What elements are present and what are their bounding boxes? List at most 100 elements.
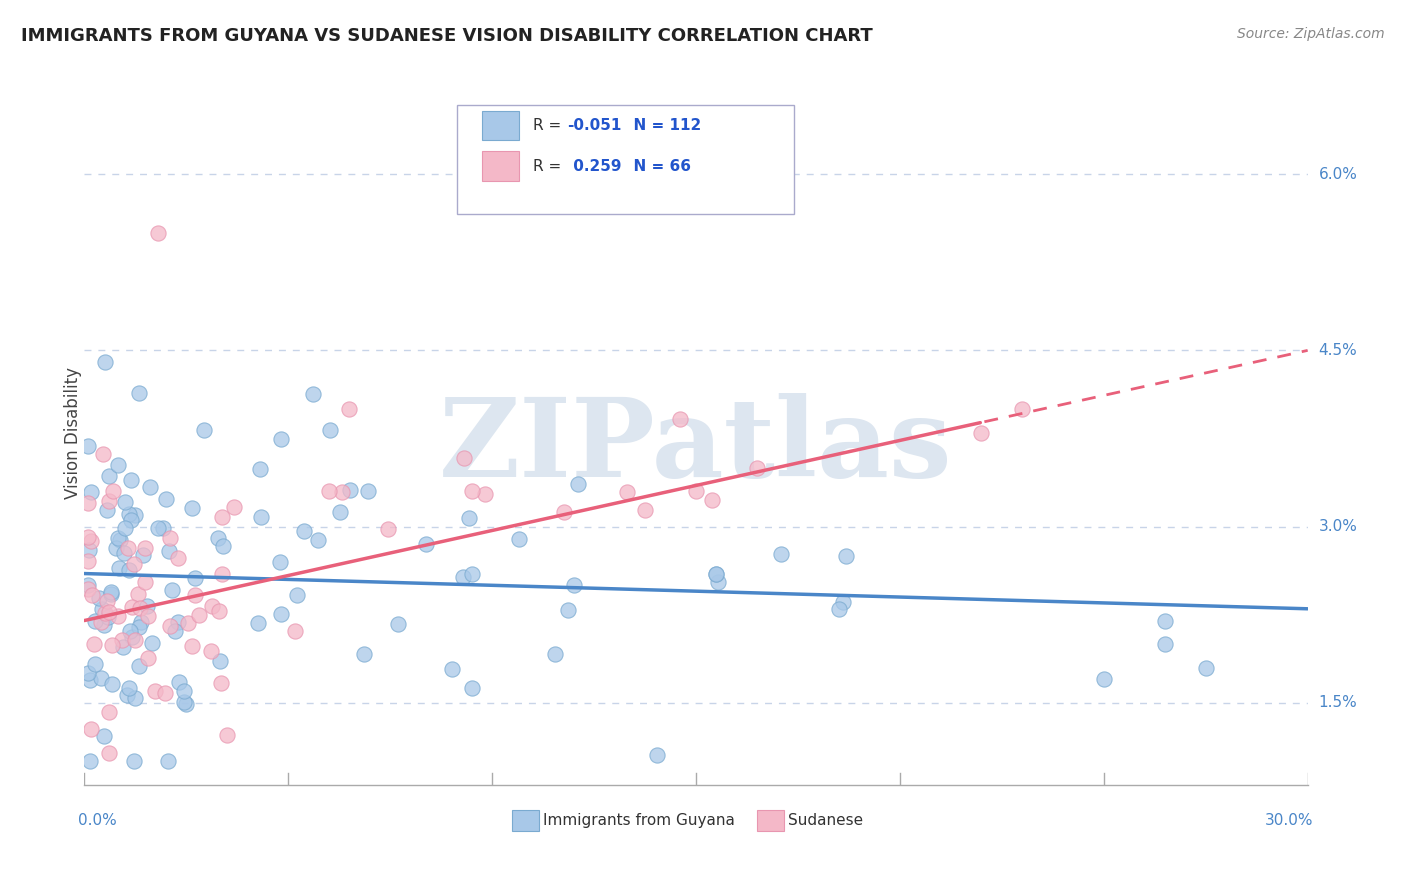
Point xyxy=(706,575,728,590)
Point xyxy=(177,616,200,631)
Point xyxy=(211,566,233,581)
Point xyxy=(217,729,239,743)
Point xyxy=(180,639,202,653)
Point xyxy=(835,549,858,564)
Point xyxy=(167,675,190,690)
Point xyxy=(79,542,101,557)
Point xyxy=(167,551,190,566)
Point xyxy=(120,513,142,527)
Point xyxy=(357,483,380,498)
FancyBboxPatch shape xyxy=(482,111,519,140)
Point xyxy=(98,746,121,760)
Point xyxy=(97,493,120,508)
Point xyxy=(115,689,138,703)
Point xyxy=(79,673,101,687)
Point xyxy=(79,755,101,769)
Point xyxy=(769,547,792,561)
Point xyxy=(90,671,112,685)
Point xyxy=(330,485,353,500)
Text: 0.259: 0.259 xyxy=(568,159,621,174)
Point xyxy=(122,755,145,769)
Point xyxy=(107,531,129,545)
Point xyxy=(157,544,180,558)
Point xyxy=(77,666,100,681)
Point xyxy=(458,510,481,524)
Point xyxy=(156,755,179,769)
Point xyxy=(461,566,484,581)
Point xyxy=(193,423,215,437)
Point xyxy=(200,644,222,658)
Point xyxy=(135,599,157,614)
Point xyxy=(129,615,152,629)
Point xyxy=(180,501,202,516)
Point xyxy=(117,681,139,695)
Point xyxy=(461,681,484,695)
Point xyxy=(647,748,669,763)
Point xyxy=(211,539,233,553)
Point xyxy=(128,386,150,401)
Text: R =: R = xyxy=(533,118,567,133)
Point xyxy=(453,451,475,466)
Point xyxy=(461,484,484,499)
Point xyxy=(105,541,128,555)
FancyBboxPatch shape xyxy=(482,152,519,181)
Point xyxy=(201,599,224,613)
Text: 4.5%: 4.5% xyxy=(1319,343,1357,358)
Point xyxy=(269,555,291,569)
Text: IMMIGRANTS FROM GUYANA VS SUDANESE VISION DISABILITY CORRELATION CHART: IMMIGRANTS FROM GUYANA VS SUDANESE VISIO… xyxy=(21,27,873,45)
Point xyxy=(1092,673,1115,687)
Point xyxy=(270,607,292,621)
Point xyxy=(96,594,118,608)
Text: 0.0%: 0.0% xyxy=(79,814,117,828)
Point xyxy=(141,636,163,650)
Point xyxy=(148,521,170,535)
Point xyxy=(700,493,723,508)
Point xyxy=(117,541,139,556)
Point xyxy=(77,582,100,596)
Point xyxy=(83,615,105,629)
Point xyxy=(249,509,271,524)
Point xyxy=(108,533,131,548)
Text: Sudanese: Sudanese xyxy=(787,813,863,828)
Point xyxy=(120,473,142,487)
Point xyxy=(121,600,143,615)
Point xyxy=(184,588,207,602)
Point xyxy=(553,505,575,519)
Point xyxy=(685,484,707,499)
Point xyxy=(307,533,329,547)
Point xyxy=(451,570,474,584)
Point xyxy=(329,505,352,519)
Point xyxy=(207,531,229,545)
Point xyxy=(112,640,135,654)
Point xyxy=(634,503,657,517)
Point xyxy=(96,503,118,517)
Text: 30.0%: 30.0% xyxy=(1265,814,1313,828)
Point xyxy=(415,537,437,551)
Point xyxy=(124,508,146,522)
Point xyxy=(211,510,233,524)
Point xyxy=(557,603,579,617)
Point xyxy=(100,586,122,600)
Text: 1.5%: 1.5% xyxy=(1319,695,1357,710)
Point xyxy=(669,412,692,426)
Point xyxy=(121,630,143,644)
Point xyxy=(124,633,146,648)
Point xyxy=(155,491,177,506)
Y-axis label: Vision Disability: Vision Disability xyxy=(65,367,82,499)
Point xyxy=(87,591,110,606)
Point xyxy=(706,566,728,581)
Point xyxy=(128,658,150,673)
Point xyxy=(318,484,340,499)
Point xyxy=(136,609,159,624)
Point xyxy=(174,697,197,711)
Point xyxy=(270,432,292,446)
Point xyxy=(339,483,361,498)
Point xyxy=(134,575,156,590)
Point xyxy=(747,460,769,475)
Point xyxy=(616,485,638,500)
Point xyxy=(1154,614,1177,628)
Text: R =: R = xyxy=(533,159,571,174)
Point xyxy=(94,606,117,620)
FancyBboxPatch shape xyxy=(513,810,540,830)
Point xyxy=(77,577,100,591)
